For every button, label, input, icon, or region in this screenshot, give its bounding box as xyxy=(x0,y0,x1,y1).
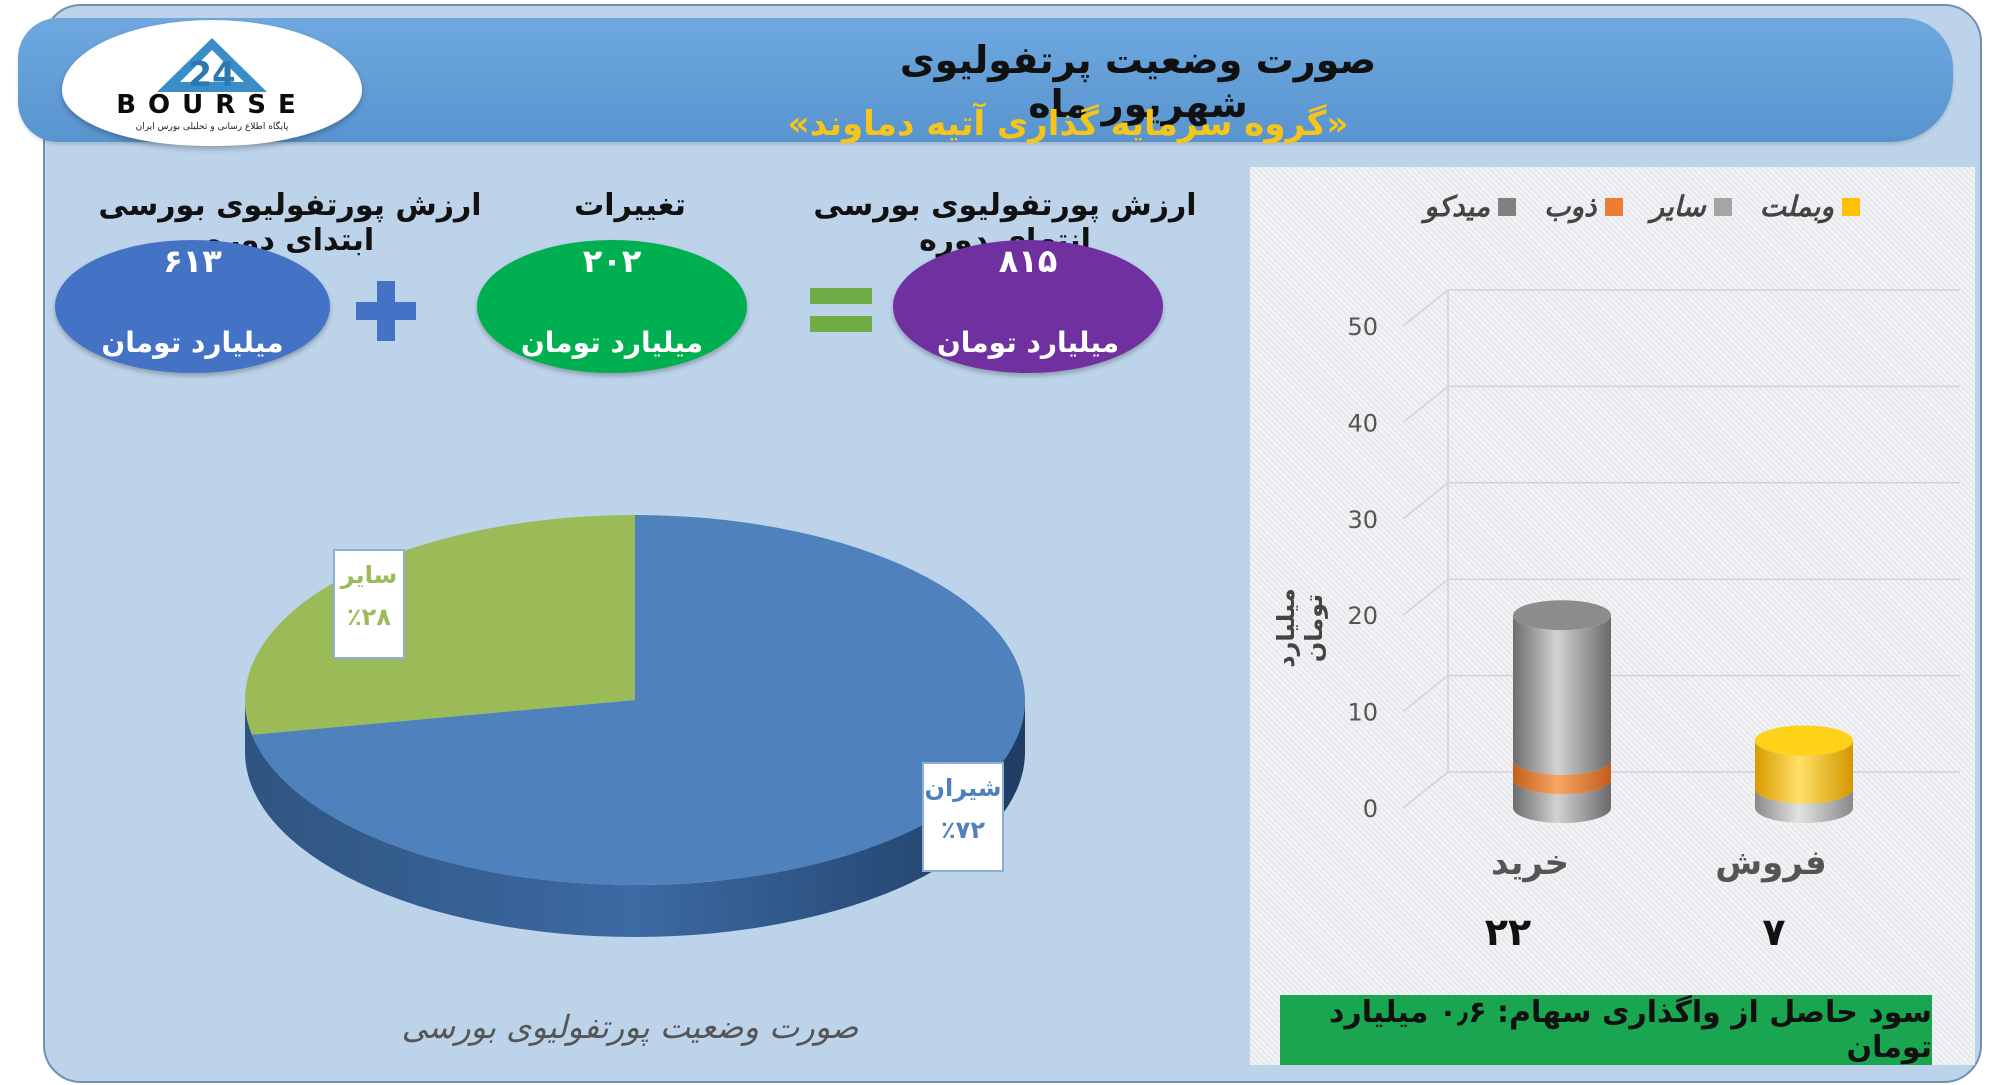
pie-caption: صورت وضعیت پورتفولیوی بورسی xyxy=(401,1008,859,1046)
bar-segment-buy xyxy=(1513,779,1611,823)
gridline-depth xyxy=(1402,385,1449,423)
start-caption: ارزش پورتفولیوی بورسی ابتدای دوره xyxy=(98,188,482,258)
pie-label-other: سایر ٪۲۸ xyxy=(333,549,405,659)
pie-side-wall xyxy=(245,700,1025,937)
page-title: صورت وضعیت پرتفولیوی شهریور ماه xyxy=(899,38,1377,126)
gridline-depth xyxy=(1402,289,1449,327)
page-subtitle: «گروه سرمایه گذاری آتیه دماوند» xyxy=(787,104,1349,144)
legend-label: سایر xyxy=(1650,190,1706,223)
logo-mark-icon: 24 xyxy=(157,38,267,95)
end-value: ۸۱۵ xyxy=(998,242,1058,280)
legend-item-zob: ذوب xyxy=(1544,190,1623,223)
change-value-oval: ۲۰۲ میلیارد تومان xyxy=(477,240,747,373)
pie-label-shiran: شیران ٪۷۲ xyxy=(922,762,1004,872)
header-banner: صورت وضعیت پرتفولیوی شهریور ماه «گروه سر… xyxy=(18,18,1953,144)
y-tick-label: 0 xyxy=(1363,795,1378,823)
legend-swatch xyxy=(1713,197,1732,216)
bar-segment-sell xyxy=(1755,740,1853,804)
legend-label: وبملت xyxy=(1759,190,1834,223)
chart-legend: وبملت سایر ذوب میدکو xyxy=(1380,190,1860,223)
pie-label-other-name: سایر xyxy=(340,561,398,589)
category-label-sell: فروش xyxy=(1715,843,1827,883)
profit-note: سود حاصل از واگذاری سهام: ۰٫۶ میلیارد تو… xyxy=(1280,995,1932,1065)
y-tick-label: 50 xyxy=(1347,313,1378,341)
gridline-depth xyxy=(1402,482,1449,520)
plus-icon xyxy=(356,281,416,341)
legend-item-vbmellat: وبملت xyxy=(1760,190,1860,223)
start-unit: میلیارد تومان xyxy=(101,326,284,359)
pie-slice-shiran xyxy=(251,515,1026,885)
bourse-logo: 24 BOURSE پایگاه اطلاع رسانی و تحلیلی بو… xyxy=(62,20,362,146)
bar-top-cap xyxy=(1513,600,1611,631)
end-unit: میلیارد تومان xyxy=(936,326,1120,359)
pie-slice-other xyxy=(244,515,635,735)
legend-label: میدکو xyxy=(1424,190,1491,223)
category-total-sell: ۷ xyxy=(1762,910,1786,954)
portfolio-pie-chart xyxy=(244,515,1026,937)
bar-top-cap xyxy=(1755,725,1853,756)
start-value-oval: ۶۱۳ میلیارد تومان xyxy=(55,240,330,373)
legend-item-midco: میدکو xyxy=(1424,190,1517,223)
bar-segment-buy xyxy=(1513,759,1611,795)
equals-icon xyxy=(810,288,872,332)
bar-segment-buy xyxy=(1513,615,1611,775)
y-tick-label: 40 xyxy=(1347,409,1378,437)
gridline-depth xyxy=(1402,771,1449,809)
y-axis-label: میلیارد تومان xyxy=(1272,588,1328,668)
bar-segment-sell xyxy=(1755,788,1853,823)
start-value: ۶۱۳ xyxy=(163,242,222,280)
legend-swatch xyxy=(1498,197,1517,216)
change-caption: تغییرات xyxy=(574,188,686,223)
legend-swatch xyxy=(1842,197,1860,216)
change-unit: میلیارد تومان xyxy=(520,326,704,359)
pie-label-shiran-name: شیران xyxy=(924,774,1002,802)
y-tick-label: 30 xyxy=(1347,506,1378,534)
gridline-depth xyxy=(1402,578,1449,616)
pie-label-shiran-pct: ٪۷۲ xyxy=(941,816,985,844)
legend-swatch xyxy=(1604,197,1623,216)
end-value-oval: ۸۱۵ میلیارد تومان xyxy=(893,240,1163,373)
y-tick-label: 10 xyxy=(1347,699,1378,727)
legend-label: ذوب xyxy=(1544,190,1597,223)
pie-label-other-pct: ٪۲۸ xyxy=(347,603,391,631)
transactions-chart-panel xyxy=(1250,167,1975,1065)
logo-wordmark: BOURSE xyxy=(116,90,308,120)
category-total-buy: ۲۲ xyxy=(1484,910,1532,954)
gridline-depth xyxy=(1402,675,1449,713)
change-value: ۲۰۲ xyxy=(582,242,642,280)
category-label-buy: خرید xyxy=(1490,843,1570,883)
y-tick-label: 20 xyxy=(1347,602,1378,630)
legend-item-other: سایر xyxy=(1651,190,1732,223)
svg-text:24: 24 xyxy=(188,55,235,95)
logo-tagline: پایگاه اطلاع رسانی و تحلیلی بورس ایران xyxy=(135,122,289,132)
